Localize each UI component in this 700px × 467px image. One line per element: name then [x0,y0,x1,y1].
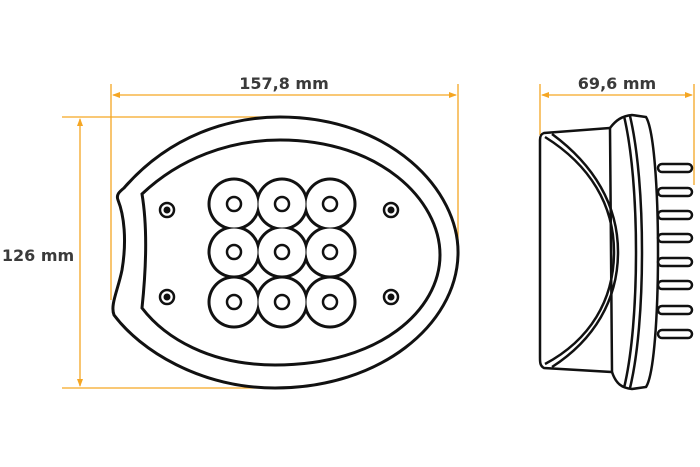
led [321,243,339,261]
pin [656,186,694,198]
led [225,293,243,311]
pin [656,209,694,221]
depth-dimension [539,84,695,185]
lens-curve [544,135,616,366]
led [273,195,291,213]
led [321,195,339,213]
pin [656,304,694,316]
lens-body [538,126,614,374]
lamp-front-view [111,115,460,390]
screws [158,201,400,306]
pin [656,232,694,244]
led [225,195,243,213]
height-label: 126 mm [2,246,74,265]
flange [609,113,660,391]
screw-bottom-left [158,288,176,306]
width-dimension [110,84,459,300]
led [273,243,291,261]
pin [656,279,694,291]
depth-label: 69,6 mm [578,74,656,93]
inner-bezel [140,138,442,367]
screw-top-right [382,201,400,219]
width-label: 157,8 mm [239,74,329,93]
pin [656,256,694,268]
pin [656,162,694,174]
pin [656,328,694,340]
screw-bottom-right [382,288,400,306]
led [321,293,339,311]
led-cluster-leds [225,195,339,311]
led [225,243,243,261]
outer-housing [111,115,460,390]
height-dimension [62,116,280,389]
screw-top-left [158,201,176,219]
connector-pins [656,162,694,340]
lamp-side-view [538,113,660,391]
led [273,293,291,311]
